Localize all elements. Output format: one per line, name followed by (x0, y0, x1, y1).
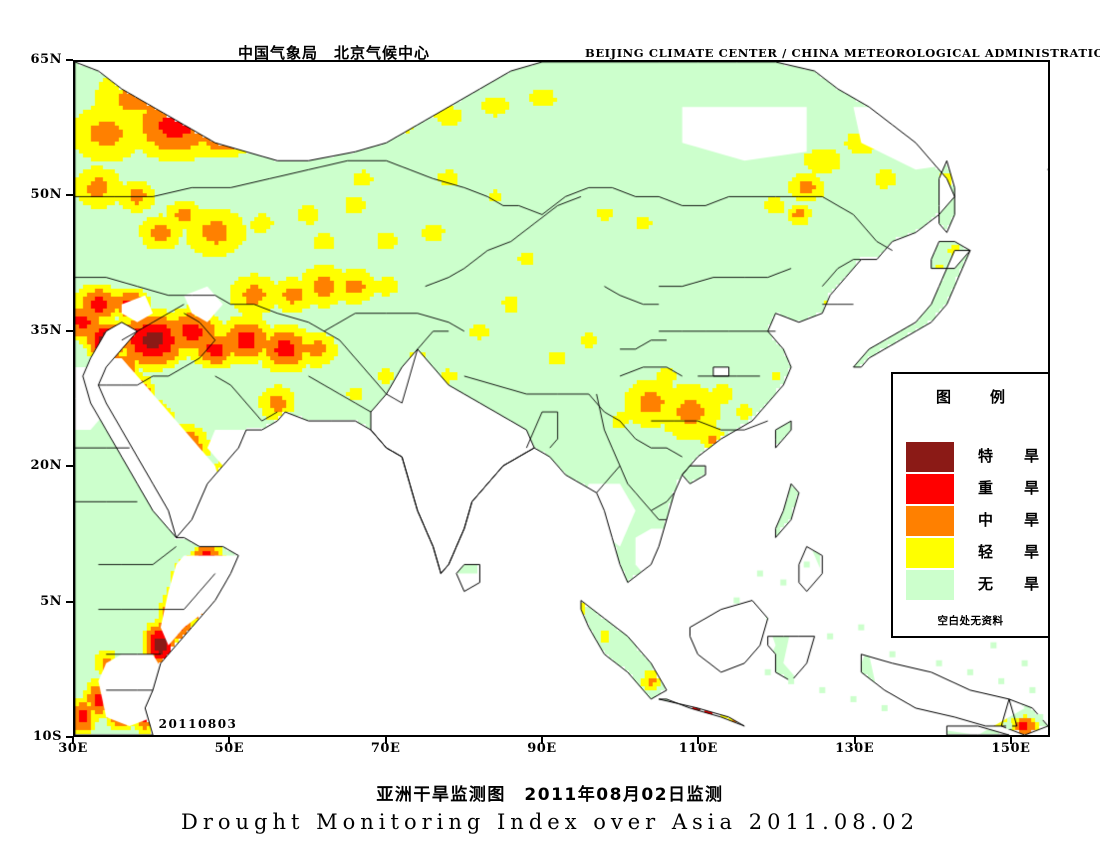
legend-swatch-moderate (906, 506, 954, 536)
legend-title: 图 例 (935, 388, 1017, 406)
legend-label-severe: 重 旱 (978, 479, 1048, 497)
legend-label-extreme: 特 旱 (978, 447, 1048, 465)
y-axis-tick-label: 35N (30, 322, 62, 338)
x-axis-tick-mark (228, 737, 231, 744)
x-axis-tick-mark (697, 737, 700, 744)
x-axis-tick-label: 50E (214, 741, 245, 756)
legend-note: 空白处无资料 (937, 615, 1004, 627)
x-axis-tick-label: 130E (835, 741, 875, 756)
x-axis-tick-label: 90E (527, 741, 557, 756)
legend-item-light[interactable]: 轻 旱 (906, 538, 1039, 570)
x-axis-tick-label: 150E (991, 741, 1031, 756)
y-axis-tick-label: 5N (40, 593, 62, 609)
drought-map-canvas[interactable] (75, 62, 1048, 735)
x-axis-tick-mark (384, 737, 387, 744)
header-agency-cn: 中国气象局 北京气候中心 (238, 44, 431, 62)
x-axis-tick-label: 70E (370, 741, 401, 756)
legend-item-extreme[interactable]: 特 旱 (906, 442, 1039, 474)
map-datestamp: 20110803 (158, 717, 238, 732)
legend-item-moderate[interactable]: 中 旱 (906, 506, 1039, 538)
x-axis-tick-mark (540, 737, 543, 744)
x-axis-tick-mark (1009, 737, 1012, 744)
y-axis-tick-label: 20N (30, 458, 62, 474)
legend-label-moderate: 中 旱 (978, 511, 1048, 529)
legend-panel[interactable]: 图 例 特 旱重 旱中 旱轻 旱无 旱 空白处无资料 (891, 372, 1050, 638)
legend-swatch-severe (906, 474, 954, 504)
y-axis-tick-mark (66, 736, 73, 738)
y-axis-tick-mark (66, 329, 73, 332)
y-axis-tick-mark (66, 194, 73, 197)
map-frame[interactable]: 20110803 (73, 60, 1050, 737)
legend-swatch-light (906, 538, 954, 568)
y-axis-tick-mark (66, 600, 73, 603)
legend-item-severe[interactable]: 重 旱 (906, 474, 1039, 506)
header-agency-en: BEIJING CLIMATE CENTER / CHINA METEOROLO… (585, 46, 1100, 60)
legend-label-light: 轻 旱 (978, 543, 1048, 561)
y-axis-tick-label: 65N (30, 52, 62, 67)
x-axis-tick-mark (72, 737, 74, 744)
chart-title-cn: 亚洲干旱监测图 2011年08月02日监测 (376, 785, 724, 805)
x-axis-tick-label: 110E (678, 741, 718, 756)
legend-item-none[interactable]: 无 旱 (906, 570, 1039, 602)
legend-swatch-extreme (906, 442, 954, 472)
x-axis-tick-mark (853, 737, 856, 744)
legend-swatch-none (906, 570, 954, 600)
x-axis-tick-label: 30E (58, 741, 88, 756)
legend-label-none: 无 旱 (978, 575, 1048, 593)
chart-title-en: Drought Monitoring Index over Asia 2011.… (181, 810, 919, 834)
y-axis-tick-label: 10S (33, 729, 62, 744)
y-axis-tick-mark (66, 59, 73, 61)
y-axis-tick-label: 50N (30, 187, 62, 203)
y-axis-tick-mark (66, 465, 73, 468)
